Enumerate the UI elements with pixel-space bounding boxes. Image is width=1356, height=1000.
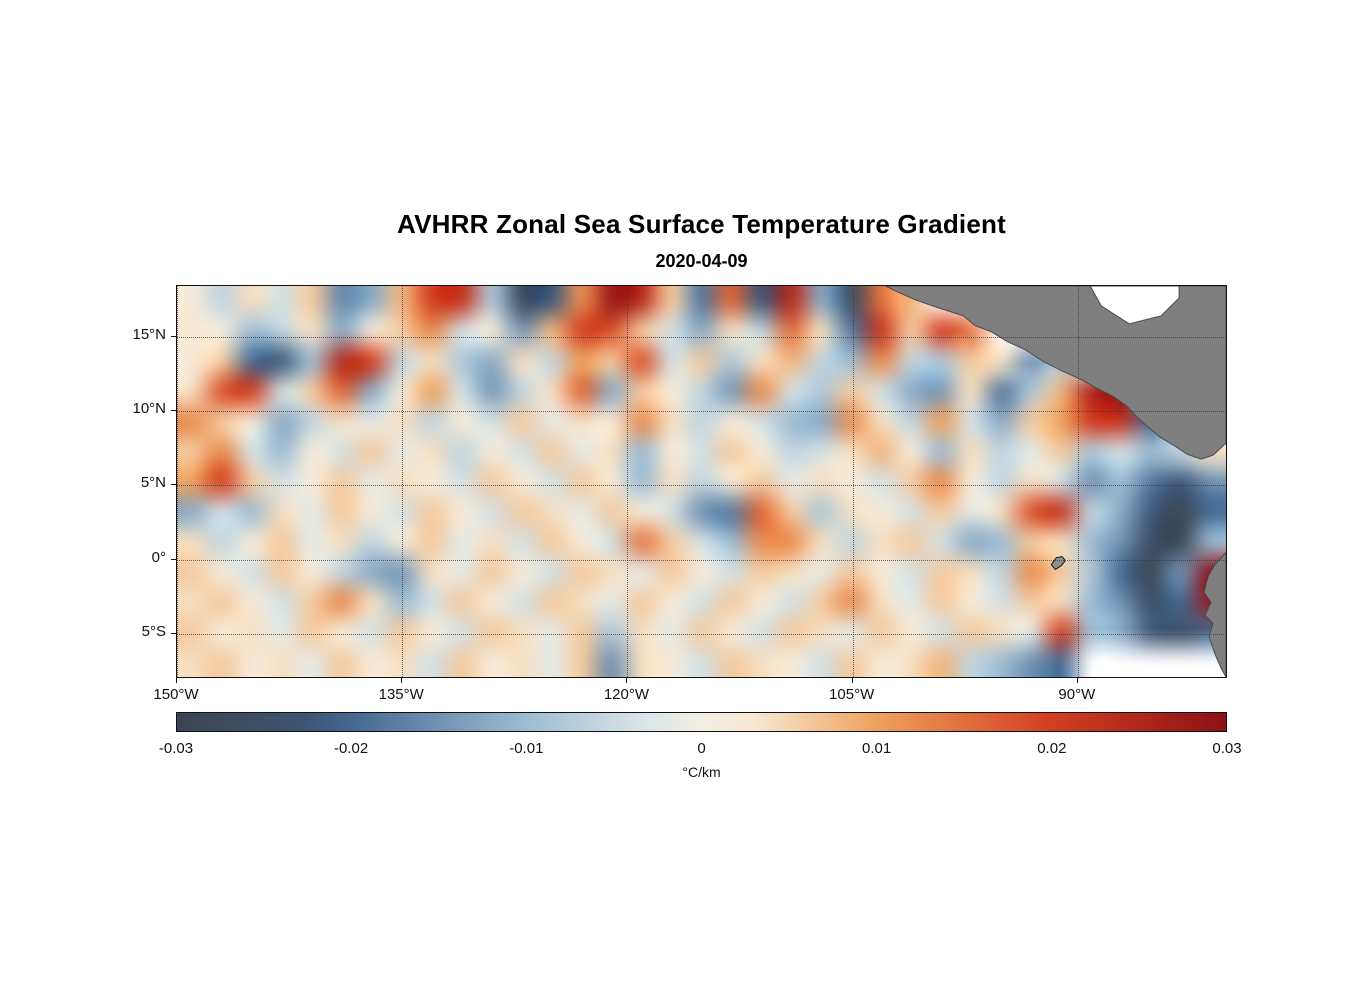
galapagos-islands (1050, 556, 1066, 571)
x-tick-label: 105°W (829, 686, 875, 703)
colorbar-tick-label: -0.03 (158, 740, 194, 757)
y-axis-tick (171, 484, 176, 486)
x-tick-label: 90°W (1058, 686, 1096, 703)
land-central-america (885, 286, 1226, 460)
y-tick-label: 10°N (132, 400, 166, 418)
chart-title: AVHRR Zonal Sea Surface Temperature Grad… (397, 209, 1006, 239)
colorbar-unit-label: °C/km (682, 764, 721, 780)
y-tick-label: 0° (151, 548, 166, 566)
x-axis-tick (1076, 678, 1078, 683)
colorbar-tick-label: 0 (697, 740, 706, 757)
x-tick-label: 135°W (378, 686, 424, 703)
map-plot-area (176, 285, 1227, 678)
colorbar-tick-label: -0.01 (509, 740, 544, 757)
x-axis-tick (626, 678, 628, 683)
y-axis-tick (171, 558, 176, 560)
no-data-caribbean (1089, 286, 1180, 325)
x-axis-tick (851, 678, 853, 683)
y-axis-tick (171, 633, 176, 635)
x-tick-label: 120°W (603, 686, 650, 703)
land-south-america (1203, 551, 1226, 677)
x-axis-tick (401, 678, 403, 683)
y-axis-tick (171, 410, 176, 412)
land-overlay (885, 286, 1226, 677)
colorbar (176, 712, 1227, 732)
x-tick-label: 150°W (153, 686, 199, 703)
y-axis-tick (171, 335, 176, 337)
colorbar-tick-label: 0.02 (1037, 740, 1067, 757)
colorbar-tick-label: 0.03 (1212, 740, 1242, 757)
y-tick-label: 15°N (132, 325, 166, 343)
colorbar-tick-label: -0.02 (334, 740, 369, 757)
y-tick-label: 5°S (141, 623, 166, 641)
chart-date: 2020-04-09 (655, 251, 748, 271)
colorbar-tick-label: 0.01 (862, 740, 892, 757)
x-axis-tick (176, 678, 177, 683)
y-tick-label: 5°N (140, 474, 166, 492)
